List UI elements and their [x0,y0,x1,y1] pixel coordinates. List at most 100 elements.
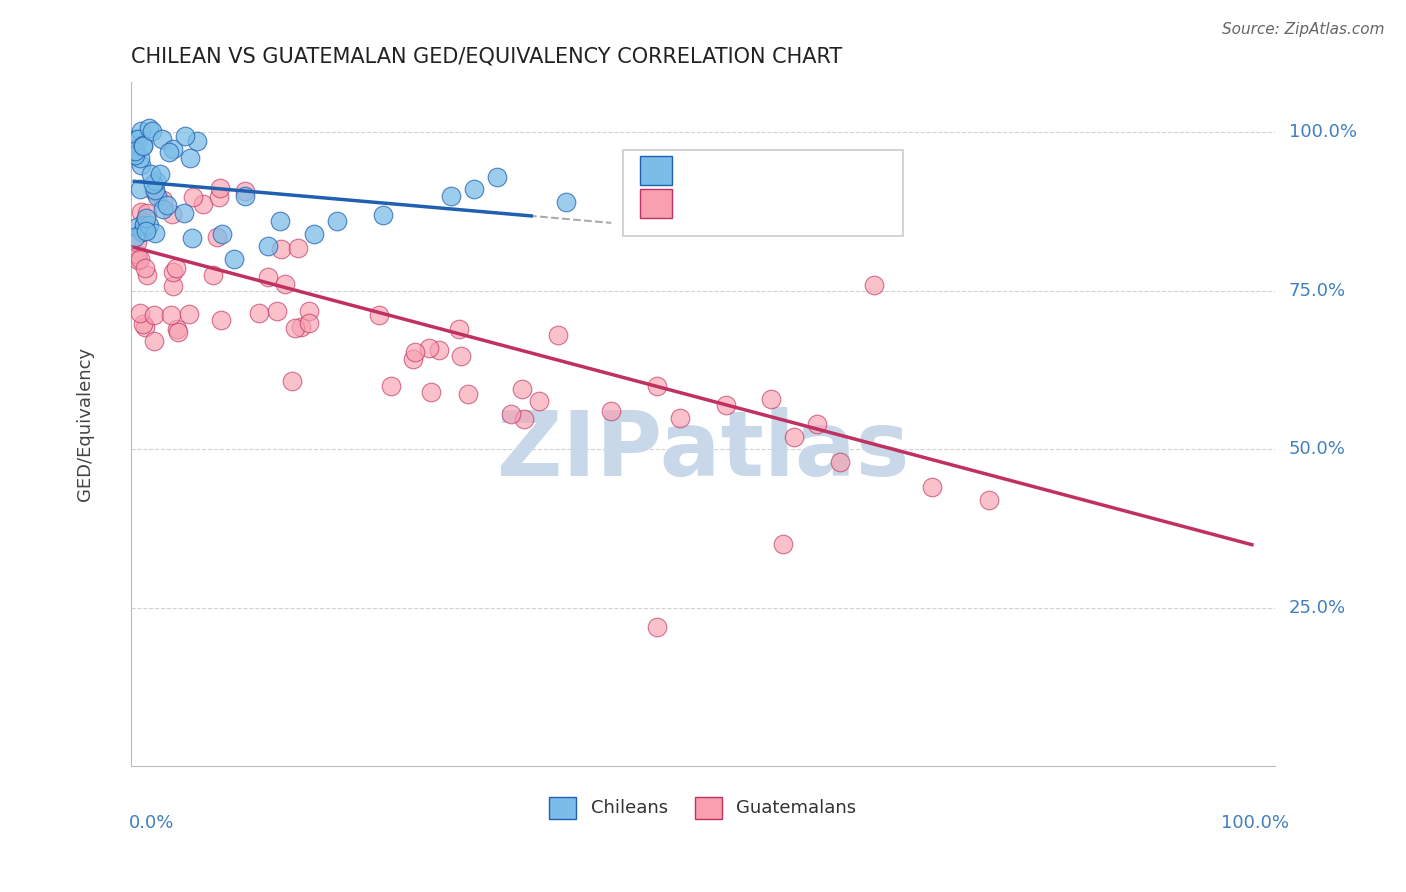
Point [222,252,245,267]
FancyBboxPatch shape [640,189,672,219]
Point [186,134,208,148]
Point [772,537,794,551]
Point [165,260,187,275]
Text: 50.0%: 50.0% [1288,441,1346,458]
Point [298,316,321,330]
Point [209,313,232,327]
Point [404,344,426,359]
Text: ZIPatlas: ZIPatlas [496,408,910,495]
Point [134,260,156,275]
Point [298,304,321,318]
Point [830,455,852,469]
Point [547,327,569,342]
Point [177,307,200,321]
Text: 0.0%: 0.0% [128,814,174,832]
Point [281,374,304,388]
Point [141,124,163,138]
Point [783,430,806,444]
Point [124,142,146,156]
Point [499,408,522,422]
Point [162,279,184,293]
Point [152,193,174,207]
Text: 25.0%: 25.0% [1288,599,1346,617]
Point [921,480,943,494]
Point [266,303,288,318]
Point [156,198,179,212]
Point [142,177,165,191]
FancyBboxPatch shape [623,150,903,235]
Point [132,317,155,331]
Point [173,206,195,220]
Point [138,219,160,233]
Point [135,211,157,225]
Point [600,404,623,418]
Point [129,158,152,172]
Point [427,343,450,358]
Point [181,231,204,245]
Point [136,268,159,282]
Point [247,306,270,320]
Point [645,620,668,634]
Point [129,123,152,137]
Point [129,151,152,165]
Text: N = 78: N = 78 [797,194,863,213]
Point [131,226,153,240]
Point [127,132,149,146]
Point [270,242,292,256]
Point [149,167,172,181]
Point [166,322,188,336]
Point [457,387,479,401]
Point [274,277,297,291]
Point [233,185,256,199]
Point [135,205,157,219]
Point [127,246,149,260]
Point [257,270,280,285]
Point [233,188,256,202]
Point [419,384,441,399]
Point [191,196,214,211]
Point [143,184,166,198]
Point [138,120,160,135]
Point [132,137,155,152]
Point [145,174,167,188]
Point [127,219,149,234]
Point [527,393,550,408]
Point [326,214,349,228]
Point [162,142,184,156]
Text: R = -0.611: R = -0.611 [686,194,786,213]
Text: CHILEAN VS GUATEMALAN GED/EQUIVALENCY CORRELATION CHART: CHILEAN VS GUATEMALAN GED/EQUIVALENCY CO… [131,46,842,66]
Legend: Chileans, Guatemalans: Chileans, Guatemalans [541,789,863,826]
Point [806,417,828,431]
Point [143,183,166,197]
Point [208,190,231,204]
Point [205,229,228,244]
Text: 100.0%: 100.0% [1288,123,1357,141]
Point [977,493,1000,508]
Point [554,195,576,210]
Point [132,138,155,153]
Point [371,208,394,222]
Point [128,252,150,266]
Point [162,264,184,278]
Point [447,322,470,336]
Point [284,321,307,335]
Point [150,132,173,146]
Point [402,351,425,366]
Point [143,308,166,322]
Point [143,226,166,240]
Text: Source: ZipAtlas.com: Source: ZipAtlas.com [1222,22,1385,37]
Point [132,215,155,229]
Point [127,253,149,268]
Point [135,224,157,238]
Point [440,188,463,202]
Point [179,152,201,166]
Point [124,145,146,159]
Point [450,350,472,364]
Text: N = 53: N = 53 [797,161,863,180]
Point [128,182,150,196]
Point [269,214,291,228]
Point [134,319,156,334]
Point [141,167,163,181]
Point [513,412,536,426]
Point [181,190,204,204]
